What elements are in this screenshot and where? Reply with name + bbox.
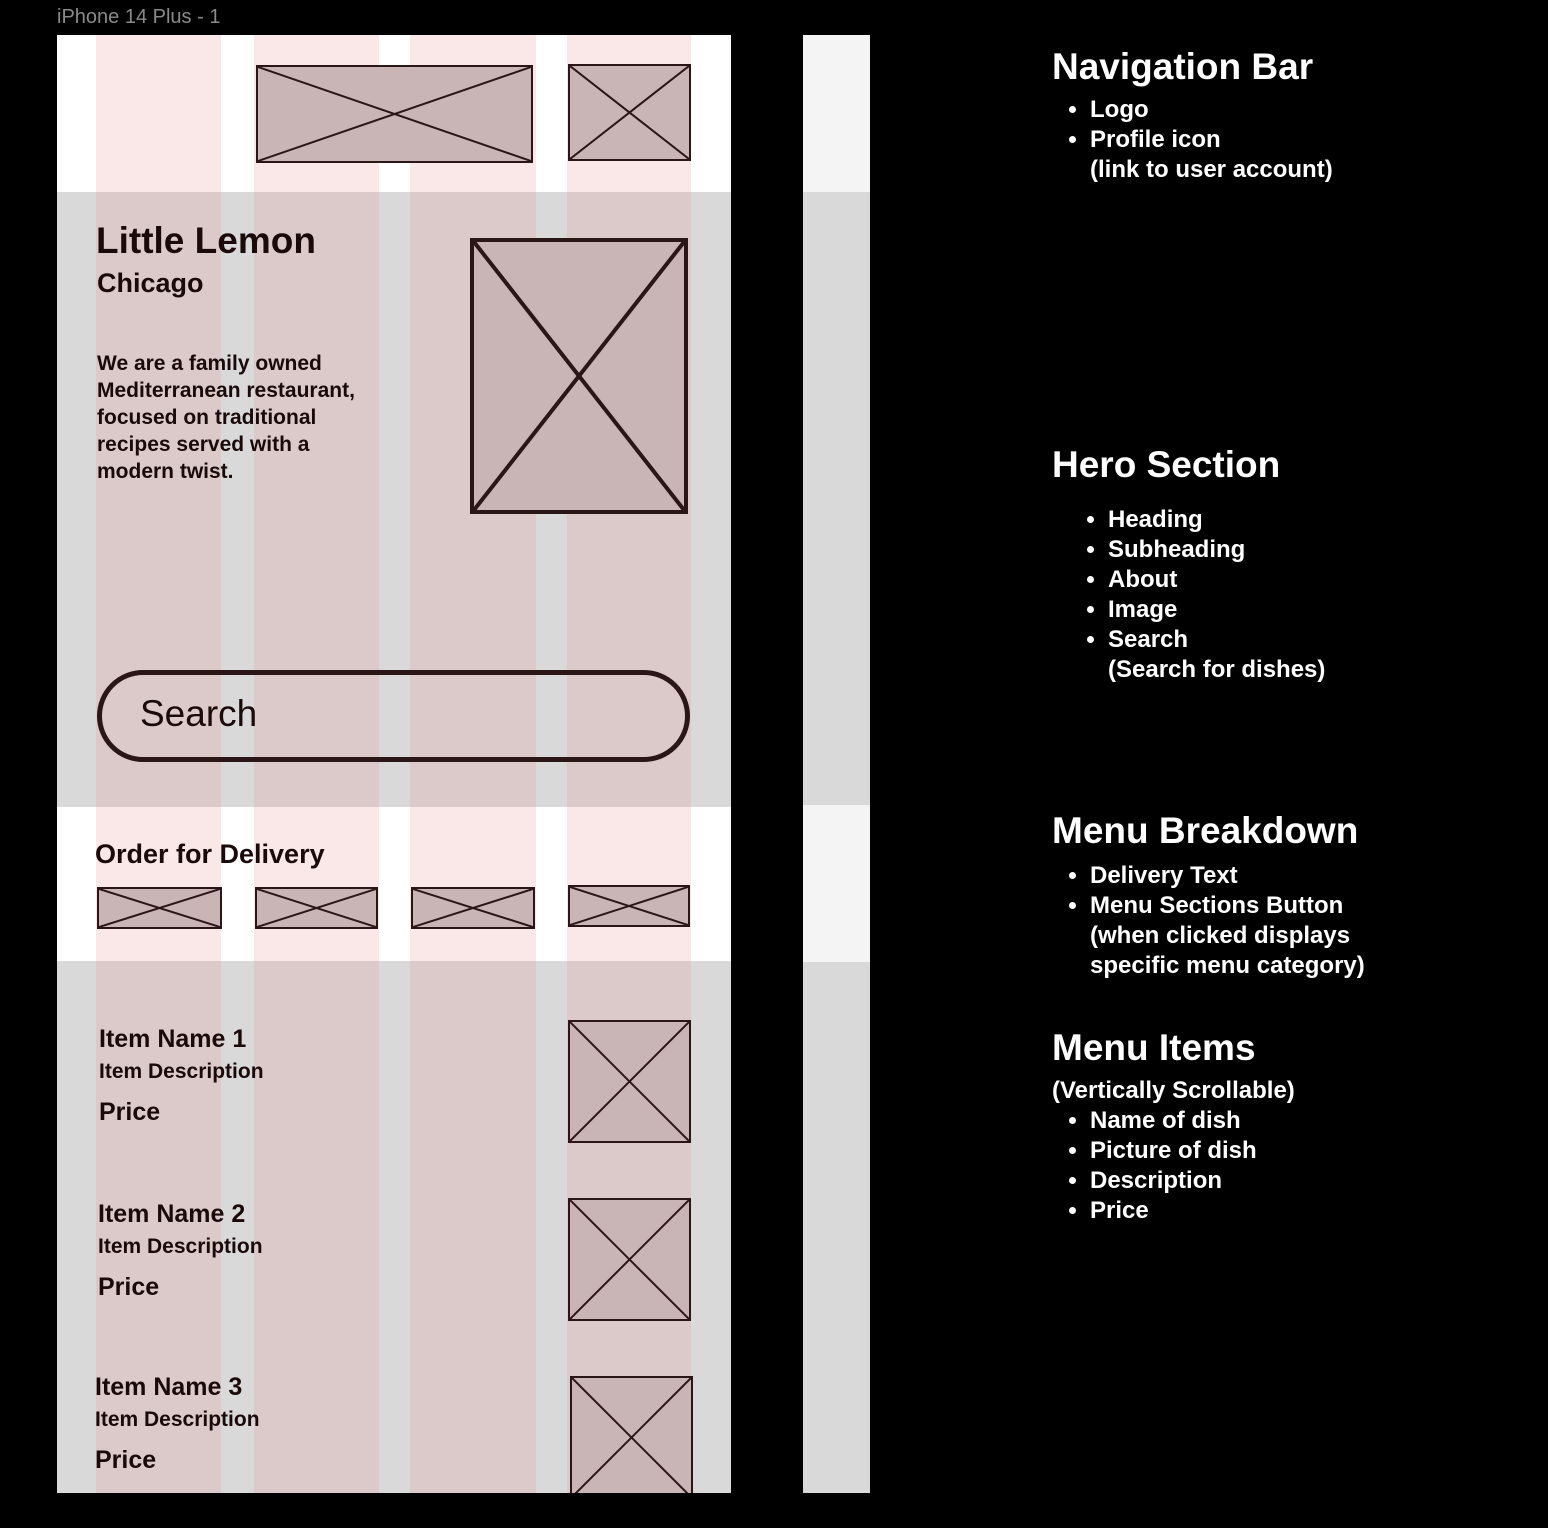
item-image (568, 1198, 691, 1321)
menu-item[interactable]: Item Name 2 Item Description Price (98, 1200, 263, 1302)
item-name: Item Name 1 (99, 1025, 247, 1053)
item-price: Price (99, 1098, 161, 1126)
annotation-menu-breakdown: Menu Breakdown Delivery Text Menu Sectio… (1052, 809, 1365, 981)
category-button-3[interactable] (411, 887, 535, 929)
logo-image[interactable] (256, 65, 533, 163)
item-description: Item Description (99, 1060, 264, 1083)
category-button-4[interactable] (568, 885, 690, 927)
search-input[interactable]: Search (97, 670, 690, 762)
annotation-menu-items: Menu Items (Vertically Scrollable) Name … (1052, 1026, 1295, 1226)
hero-subtitle: Chicago (97, 268, 204, 298)
annotation-title: Navigation Bar (1052, 46, 1314, 87)
hero-about: We are a family owned Mediterranean rest… (97, 352, 355, 483)
item-price: Price (95, 1446, 157, 1474)
hero-title: Little Lemon (96, 220, 316, 261)
menu-item[interactable]: Item Name 1 Item Description Price (99, 1025, 264, 1127)
item-description: Item Description (95, 1408, 260, 1431)
delivery-heading: Order for Delivery (95, 839, 325, 869)
item-image (568, 1020, 691, 1143)
item-name: Item Name 3 (95, 1373, 243, 1401)
side-strip (803, 35, 870, 1493)
navigation-bar (57, 35, 731, 192)
annotation-title: Hero Section (1052, 444, 1281, 485)
annotation-hero-section: Hero Section Heading Subheading About Im… (1052, 443, 1325, 685)
category-button-1[interactable] (97, 887, 222, 929)
item-image (570, 1376, 693, 1493)
annotation-title: Menu Items (1052, 1027, 1256, 1068)
item-price: Price (98, 1273, 160, 1301)
phone-frame: Little Lemon Chicago We are a family own… (57, 35, 731, 1493)
profile-icon[interactable] (568, 64, 691, 161)
category-button-2[interactable] (255, 887, 378, 929)
search-placeholder: Search (140, 693, 258, 734)
hero-section: Little Lemon Chicago We are a family own… (57, 192, 731, 807)
hero-image (470, 238, 688, 514)
frame-label: iPhone 14 Plus - 1 (57, 6, 221, 28)
annotation-title: Menu Breakdown (1052, 810, 1359, 851)
menu-breakdown: Order for Delivery (57, 807, 731, 961)
annotation-navigation-bar: Navigation Bar Logo Profile icon(link to… (1052, 45, 1333, 185)
menu-item[interactable]: Item Name 3 Item Description Price (95, 1373, 260, 1475)
annotation-subtitle: (Vertically Scrollable) (1052, 1077, 1295, 1104)
menu-items: Item Name 1 Item Description Price Item … (57, 961, 731, 1493)
item-name: Item Name 2 (98, 1200, 246, 1228)
item-description: Item Description (98, 1235, 263, 1258)
